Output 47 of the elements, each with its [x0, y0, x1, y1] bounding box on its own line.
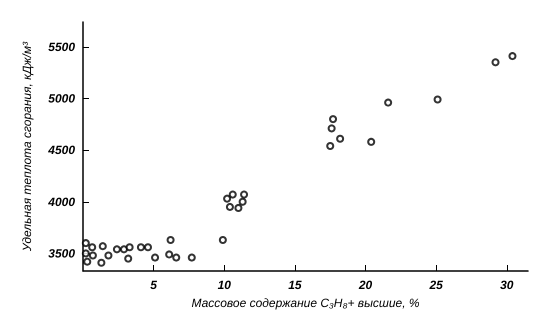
point: [367, 138, 376, 146]
x-tick-label: 5: [150, 278, 158, 292]
point: [82, 249, 90, 258]
point: [98, 242, 107, 250]
point: [188, 254, 196, 262]
y-tick-label: 4500: [47, 143, 76, 158]
x-tick-label: 15: [288, 278, 302, 292]
y-tick-label: 4000: [47, 194, 76, 209]
point: [492, 58, 500, 66]
point: [104, 252, 112, 260]
point: [172, 254, 180, 262]
point: [151, 254, 160, 262]
point: [218, 236, 227, 244]
point: [88, 252, 97, 260]
point: [126, 243, 134, 252]
point: [124, 254, 132, 263]
point: [83, 258, 92, 266]
point: [166, 236, 175, 244]
point: [144, 243, 152, 252]
x-tick-label: 20: [358, 278, 373, 292]
point: [97, 258, 106, 267]
y-tick-label: 5500: [48, 40, 76, 54]
point: [234, 204, 242, 212]
point: [329, 115, 338, 124]
point: [226, 202, 234, 211]
x-tick-label: 10: [218, 278, 232, 292]
point: [434, 95, 442, 104]
y-tick-label: 3500: [48, 246, 76, 260]
point: [223, 194, 232, 203]
point: [508, 52, 516, 60]
point: [165, 250, 174, 258]
x-tick-label: 25: [428, 278, 444, 292]
y-axis-title: Удельная теплота сгорания, кДж/м³: [20, 40, 34, 252]
point: [82, 239, 90, 248]
point: [238, 198, 247, 206]
point: [384, 98, 392, 107]
point: [240, 190, 248, 199]
point: [112, 245, 121, 254]
point: [328, 124, 336, 132]
x-tick-label: 30: [500, 278, 514, 292]
y-tick-label: 5000: [48, 91, 76, 106]
x-axis-title: Массовое содержание C₃H₈+ высшие, %: [191, 296, 420, 310]
point: [136, 243, 145, 252]
point: [336, 134, 344, 143]
point: [228, 190, 237, 199]
point: [88, 243, 96, 252]
point: [326, 142, 334, 150]
